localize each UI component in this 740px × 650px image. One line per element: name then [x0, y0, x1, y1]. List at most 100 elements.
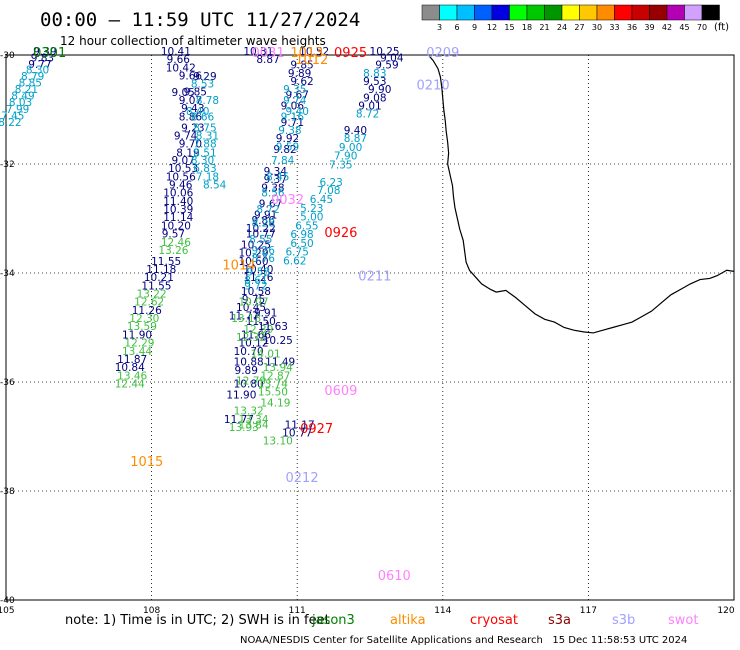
wave-height-label: 11.77	[229, 310, 259, 322]
pass-time-label: 0211	[358, 269, 391, 284]
wave-height-label: 10.88	[234, 357, 264, 369]
wave-height-label: 9.53	[363, 76, 386, 88]
wave-height-label: 10.39	[163, 204, 193, 216]
wave-height-label: 9.66	[179, 71, 203, 83]
wave-height-label: 8.03	[9, 97, 32, 109]
wave-height-label: 10.40	[243, 264, 273, 276]
wave-height-label: 11.26	[243, 272, 273, 284]
wave-height-label: 10.56	[166, 171, 196, 183]
wave-height-label: 9.38	[278, 125, 301, 137]
wave-height-label: 9.83	[31, 53, 54, 65]
wave-height-label: 9.06	[281, 101, 305, 113]
wave-height-label: 8.79	[21, 71, 44, 83]
wave-height-label: 13.10	[263, 436, 293, 448]
wave-height-label: 9.67	[259, 199, 282, 211]
wave-height-label: 8.76	[252, 253, 276, 265]
wave-height-label: 8.28	[252, 218, 275, 230]
wave-height-label: 11.87	[117, 354, 147, 366]
wave-height-label: 9.66	[167, 54, 191, 66]
australia-coastline	[427, 54, 735, 334]
wave-height-label: 8.45	[266, 171, 289, 183]
wave-height-label: 10.21	[144, 272, 174, 284]
wave-height-label: 11.40	[163, 196, 193, 208]
wave-height-label: 8.66	[191, 111, 215, 123]
pass-time-label: 1014	[222, 259, 255, 274]
wave-height-label: 9.23	[181, 122, 204, 134]
colorbar-swatch	[544, 4, 563, 21]
wave-height-label: 9.07	[179, 95, 202, 107]
wave-height-label: 9.04	[380, 53, 404, 65]
wave-height-label: 9.35	[283, 84, 306, 96]
wave-height-label: 7.18	[196, 171, 219, 183]
colorbar-tick: 27	[574, 23, 584, 32]
wave-height-label: 12.62	[134, 297, 164, 309]
wave-height-label: 13.46	[117, 370, 147, 382]
colorbar-swatch	[474, 4, 493, 21]
y-tick-label: -40	[0, 596, 15, 606]
wave-height-label: 11.90	[226, 389, 256, 401]
colorbar-swatch	[684, 4, 703, 21]
wave-height-label: 13.13	[231, 313, 261, 325]
wave-height-label: 10.25	[241, 239, 271, 251]
pass-time-label: 1012	[295, 53, 328, 68]
wave-height-label: 8.72	[356, 109, 379, 121]
wave-height-label: 9.43	[181, 103, 204, 115]
wave-height-label: 9.34	[264, 166, 288, 178]
pass-time-label: 1015	[130, 455, 163, 470]
wave-height-label: 12.44	[115, 378, 145, 390]
wave-height-label: 8.55	[249, 234, 272, 246]
wave-height-label: 8.85	[19, 78, 42, 90]
wave-height-label: 10.06	[163, 188, 193, 200]
y-tick-label: -36	[0, 378, 15, 388]
wave-height-label: 11.26	[132, 305, 162, 317]
wave-height-label: 9.05	[171, 87, 194, 99]
wave-height-label: 10.77	[246, 229, 276, 241]
wave-height-label: 9.38	[261, 182, 284, 194]
wave-height-label: 9.26	[252, 245, 276, 257]
map-frame	[5, 54, 735, 601]
wave-height-label: 6.98	[290, 229, 313, 241]
wave-height-label: 12.32	[236, 332, 266, 344]
x-tick-label: 114	[434, 606, 451, 616]
colorbar-swatch	[649, 4, 668, 21]
wave-height-label: 9.74	[174, 130, 198, 142]
wave-height-label: 5.00	[300, 212, 323, 224]
pass-time-label: 0032	[271, 193, 304, 208]
wave-height-label: 8.86	[179, 111, 203, 123]
pass-time-label: 0301	[33, 46, 66, 61]
wave-height-label: 10.25	[370, 46, 400, 58]
wave-height-label: 8.56	[261, 188, 285, 200]
wave-height-label: 13.22	[137, 289, 167, 301]
colorbar-swatch	[491, 4, 510, 21]
y-tick-label: -34	[0, 269, 15, 279]
colorbar-swatch	[596, 4, 615, 21]
colorbar-tick: 6	[454, 23, 459, 32]
colorbar-swatch	[631, 4, 650, 21]
wave-height-label: 13.26	[158, 245, 188, 257]
wave-height-label: 10.52	[299, 46, 329, 58]
pass-time-label: 0610	[378, 569, 411, 584]
wave-height-label: 13.44	[122, 346, 152, 358]
wave-height-label: 10.60	[238, 256, 268, 268]
colorbar-swatch	[614, 4, 633, 21]
wave-height-label: 9.58	[247, 267, 270, 279]
wave-height-label: 13.93	[229, 422, 259, 434]
wave-height-label: 9.86	[252, 215, 276, 227]
wave-height-label: 10.77	[282, 428, 312, 440]
colorbar-tick: 9	[472, 23, 477, 32]
longitude-ticks: 105 108 111 114 117 120	[0, 606, 735, 616]
latitude-ticks: -30 -32 -34 -36 -38 -40	[0, 51, 15, 606]
wave-height-label: 8.30	[191, 155, 214, 167]
y-tick-label: -32	[0, 160, 15, 170]
pass-time-label: 0209	[426, 46, 459, 61]
wave-height-label: 7.84	[271, 155, 295, 167]
legend-cryosat: cryosat	[470, 613, 518, 628]
wave-height-label: 8.54	[203, 180, 227, 192]
wave-height-label: 10.53	[168, 163, 198, 175]
wave-height-label: 8.49	[11, 91, 34, 103]
y-tick-label: -30	[0, 51, 15, 61]
wave-height-label: 7.35	[329, 159, 352, 171]
wave-height-label: 8.21	[15, 84, 38, 96]
wave-height-label: 10.70	[234, 346, 264, 358]
wave-height-label: 7.90	[334, 151, 357, 163]
